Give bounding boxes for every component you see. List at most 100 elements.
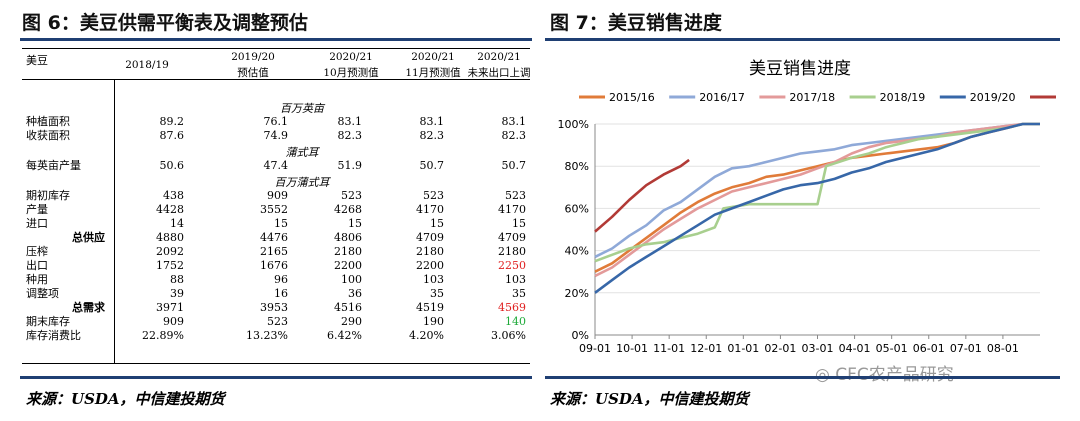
fig7-title: 图 7：美豆销售进度 <box>550 12 722 34</box>
row-value: 22.89% <box>142 329 184 342</box>
table-header-border <box>22 79 530 80</box>
row-value: 15 <box>430 217 444 230</box>
legend-label-2017/18: 2017/18 <box>789 91 835 104</box>
unit-label-acre: 百万英亩 <box>280 102 324 115</box>
row-value: 35 <box>430 287 444 300</box>
table-corner-label: 美豆 <box>26 54 48 67</box>
table-row: 总需求 3971 3953 4516 4519 4569 <box>22 301 530 314</box>
y-tick-label: 80% <box>565 160 589 173</box>
row-value: 2180 <box>498 245 526 258</box>
header-col-3-line1: 2020/21 <box>329 51 373 63</box>
row-value: 14 <box>170 217 184 230</box>
row-value: 3.06% <box>491 329 526 342</box>
row-value: 6.42% <box>327 329 362 342</box>
row-value: 50.7 <box>501 159 527 172</box>
sales-progress-chart: 美豆销售进度 2015/16 2016/17 2017/18 2018/19 2019/2… <box>558 59 1056 355</box>
row-value: 36 <box>348 287 362 300</box>
series-line-2017/18 <box>594 122 1040 278</box>
row-value: 190 <box>423 315 444 328</box>
legend-label-2018/19: 2018/19 <box>880 91 926 104</box>
row-value: 523 <box>423 189 444 202</box>
row-value: 909 <box>267 189 288 202</box>
fig6-source: 来源：USDA，中信建投期货 <box>26 390 225 408</box>
row-value: 4428 <box>156 203 184 216</box>
table-row: 调整项 39 16 36 35 35 <box>22 287 530 300</box>
y-tick-label: 100% <box>558 118 589 131</box>
row-value: 4268 <box>334 203 362 216</box>
wechat-icon: ◎ <box>815 365 830 385</box>
row-value: 4.20% <box>409 329 444 342</box>
row-value: 2200 <box>334 259 362 272</box>
x-tick-label: 04-01 <box>839 342 871 355</box>
row-value: 76.1 <box>263 115 289 128</box>
row-label: 种植面积 <box>26 115 70 128</box>
header-col-3-line2: 10月预测值 <box>323 67 379 79</box>
row-value: 4569 <box>498 301 526 314</box>
row-value: 15 <box>348 217 362 230</box>
row-value: 2092 <box>156 245 184 258</box>
row-value: 35 <box>512 287 526 300</box>
legend-label-2019/20: 2019/20 <box>970 91 1016 104</box>
row-value: 4170 <box>416 203 444 216</box>
y-tick-label: 0% <box>572 329 589 342</box>
row-value: 83.1 <box>337 115 363 128</box>
fig7-bottom-rule <box>545 376 1060 379</box>
row-value: 4516 <box>334 301 362 314</box>
x-tick-label: 07-01 <box>950 342 982 355</box>
row-label: 收获面积 <box>26 129 70 142</box>
row-value: 83.1 <box>501 115 527 128</box>
table-row: 期末库存 909 523 290 190 140 <box>22 315 530 328</box>
fig6-top-rule <box>20 38 532 41</box>
row-value: 2180 <box>416 245 444 258</box>
row-value: 523 <box>341 189 362 202</box>
fig7-source: 来源：USDA，中信建投期货 <box>550 390 749 408</box>
row-value: 4880 <box>156 231 184 244</box>
row-value: 2165 <box>260 245 288 258</box>
table-row: 总供应 4880 4476 4806 4709 4709 <box>22 231 530 244</box>
row-value: 4806 <box>334 231 362 244</box>
row-value: 39 <box>170 287 184 300</box>
table-row: 种植面积 89.2 76.1 83.1 83.1 83.1 <box>22 115 530 128</box>
series-line-2015/16 <box>594 122 1040 273</box>
row-value: 50.7 <box>419 159 445 172</box>
legend-label-2016/17: 2016/17 <box>699 91 745 104</box>
header-col-2-line1: 2019/20 <box>231 51 275 63</box>
fig6-bottom-rule <box>20 376 532 379</box>
row-label: 调整项 <box>26 287 59 300</box>
row-value: 2250 <box>498 259 526 272</box>
row-label: 产量 <box>26 203 48 216</box>
table-row: 种用 88 96 100 103 103 <box>22 273 530 286</box>
legend-label-2015/16: 2015/16 <box>609 91 655 104</box>
row-value: 4709 <box>498 231 526 244</box>
row-value: 2180 <box>334 245 362 258</box>
row-value: 3953 <box>260 301 288 314</box>
y-tick-label: 40% <box>565 245 589 258</box>
row-value: 523 <box>505 189 526 202</box>
row-value: 89.2 <box>159 115 185 128</box>
x-tick-label: 11-01 <box>653 342 685 355</box>
row-value: 15 <box>512 217 526 230</box>
row-value: 4709 <box>416 231 444 244</box>
row-value: 2200 <box>416 259 444 272</box>
y-tick-label: 20% <box>565 287 589 300</box>
x-tick-label: 05-01 <box>876 342 908 355</box>
table-top-border <box>22 48 530 49</box>
row-value: 83.1 <box>419 115 445 128</box>
table-row: 进口 14 15 15 15 15 <box>22 217 530 230</box>
x-tick-label: 12-01 <box>690 342 722 355</box>
header-col-5-line2: 未来出口上调 <box>467 67 531 79</box>
row-value: 47.4 <box>263 159 289 172</box>
table-row: 压榨 2092 2165 2180 2180 2180 <box>22 245 530 258</box>
header-col-4-line1: 2020/21 <box>411 51 455 63</box>
header-col-1-line2: 2018/19 <box>125 59 169 71</box>
row-value: 82.3 <box>419 129 445 142</box>
row-label: 期初库存 <box>26 189 70 202</box>
row-value: 96 <box>274 273 288 286</box>
table-row: 产量 4428 3552 4268 4170 4170 <box>22 203 530 216</box>
row-value: 15 <box>274 217 288 230</box>
row-value: 290 <box>341 315 362 328</box>
row-value: 100 <box>341 273 362 286</box>
row-value: 3971 <box>156 301 184 314</box>
row-value: 4170 <box>498 203 526 216</box>
watermark: ◎ CFC农产品研究 <box>815 360 954 385</box>
